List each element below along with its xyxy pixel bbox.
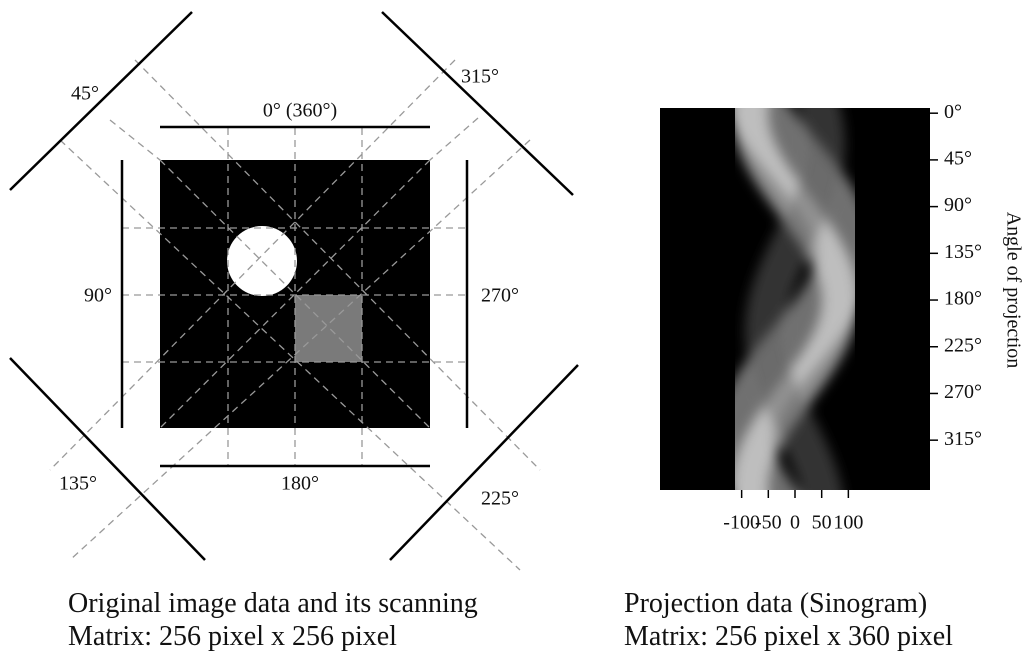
sinogram-bands	[745, 92, 845, 528]
caption: Original image data and its scanning	[68, 588, 478, 619]
caption: Matrix: 256 pixel x 360 pixel	[624, 621, 953, 652]
x-tick-label: 100	[833, 512, 863, 534]
x-tick-label: -50	[755, 512, 782, 534]
y-tick-label: 45°	[944, 147, 972, 169]
angle-label: 180°	[281, 473, 319, 495]
y-tick-label: 270°	[944, 381, 982, 403]
y-tick-label: 135°	[944, 241, 982, 263]
angle-label: 315°	[461, 66, 499, 88]
y-tick-label: 90°	[944, 194, 972, 216]
x-tick-label: 0	[790, 512, 800, 534]
figure: Angle of projection Original image data …	[0, 0, 1032, 660]
y-tick-label: 180°	[944, 288, 982, 310]
y-tick-label: 225°	[944, 334, 982, 356]
y-tick-label: 0°	[944, 101, 962, 123]
angle-label: 225°	[481, 488, 519, 510]
x-tick-label: 50	[812, 512, 832, 534]
angle-label: 0° (360°)	[263, 100, 337, 122]
caption: Projection data (Sinogram)	[624, 588, 927, 619]
angle-label: 135°	[59, 473, 97, 495]
y-axis-label: Angle of projection	[1002, 212, 1024, 369]
angle-label: 45°	[71, 83, 99, 105]
angle-label: 270°	[481, 285, 519, 307]
caption: Matrix: 256 pixel x 256 pixel	[68, 621, 397, 652]
y-tick-label: 315°	[944, 428, 982, 450]
angle-label: 90°	[84, 285, 112, 307]
